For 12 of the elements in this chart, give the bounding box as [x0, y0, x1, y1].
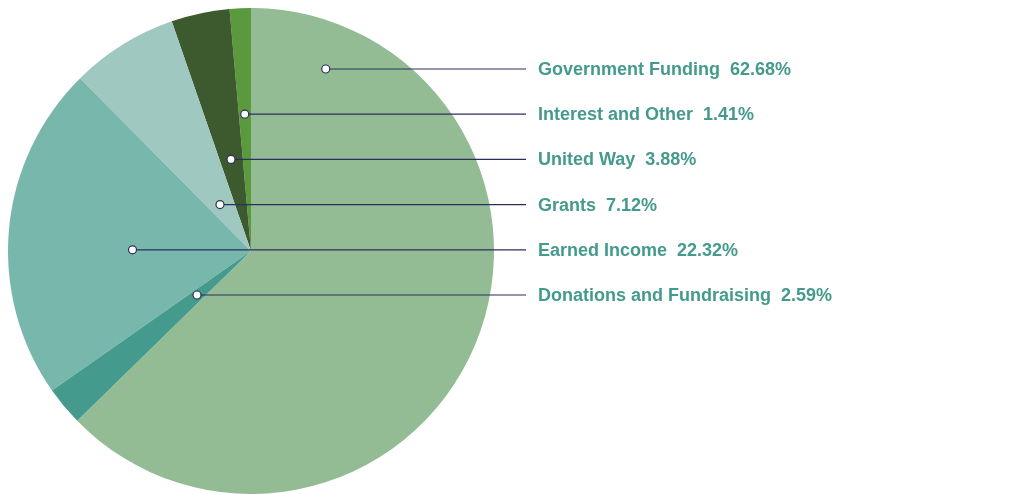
slice-label: Donations and Fundraising	[538, 285, 771, 305]
data-label: 62.68%	[730, 59, 792, 79]
data-label: 3.88%	[645, 149, 697, 170]
data-label: 22.32%	[677, 239, 739, 260]
slice-label: Earned Income	[538, 239, 668, 260]
data-label: 1.41%	[703, 104, 755, 125]
slice-label: Grants	[538, 194, 597, 215]
data-label: 2.59%	[781, 285, 833, 305]
slice-label: Interest and Other	[538, 104, 694, 125]
data-label: 7.12%	[606, 194, 658, 215]
slice-label: United Way	[538, 149, 636, 170]
slice-label: Government Funding	[538, 59, 720, 79]
